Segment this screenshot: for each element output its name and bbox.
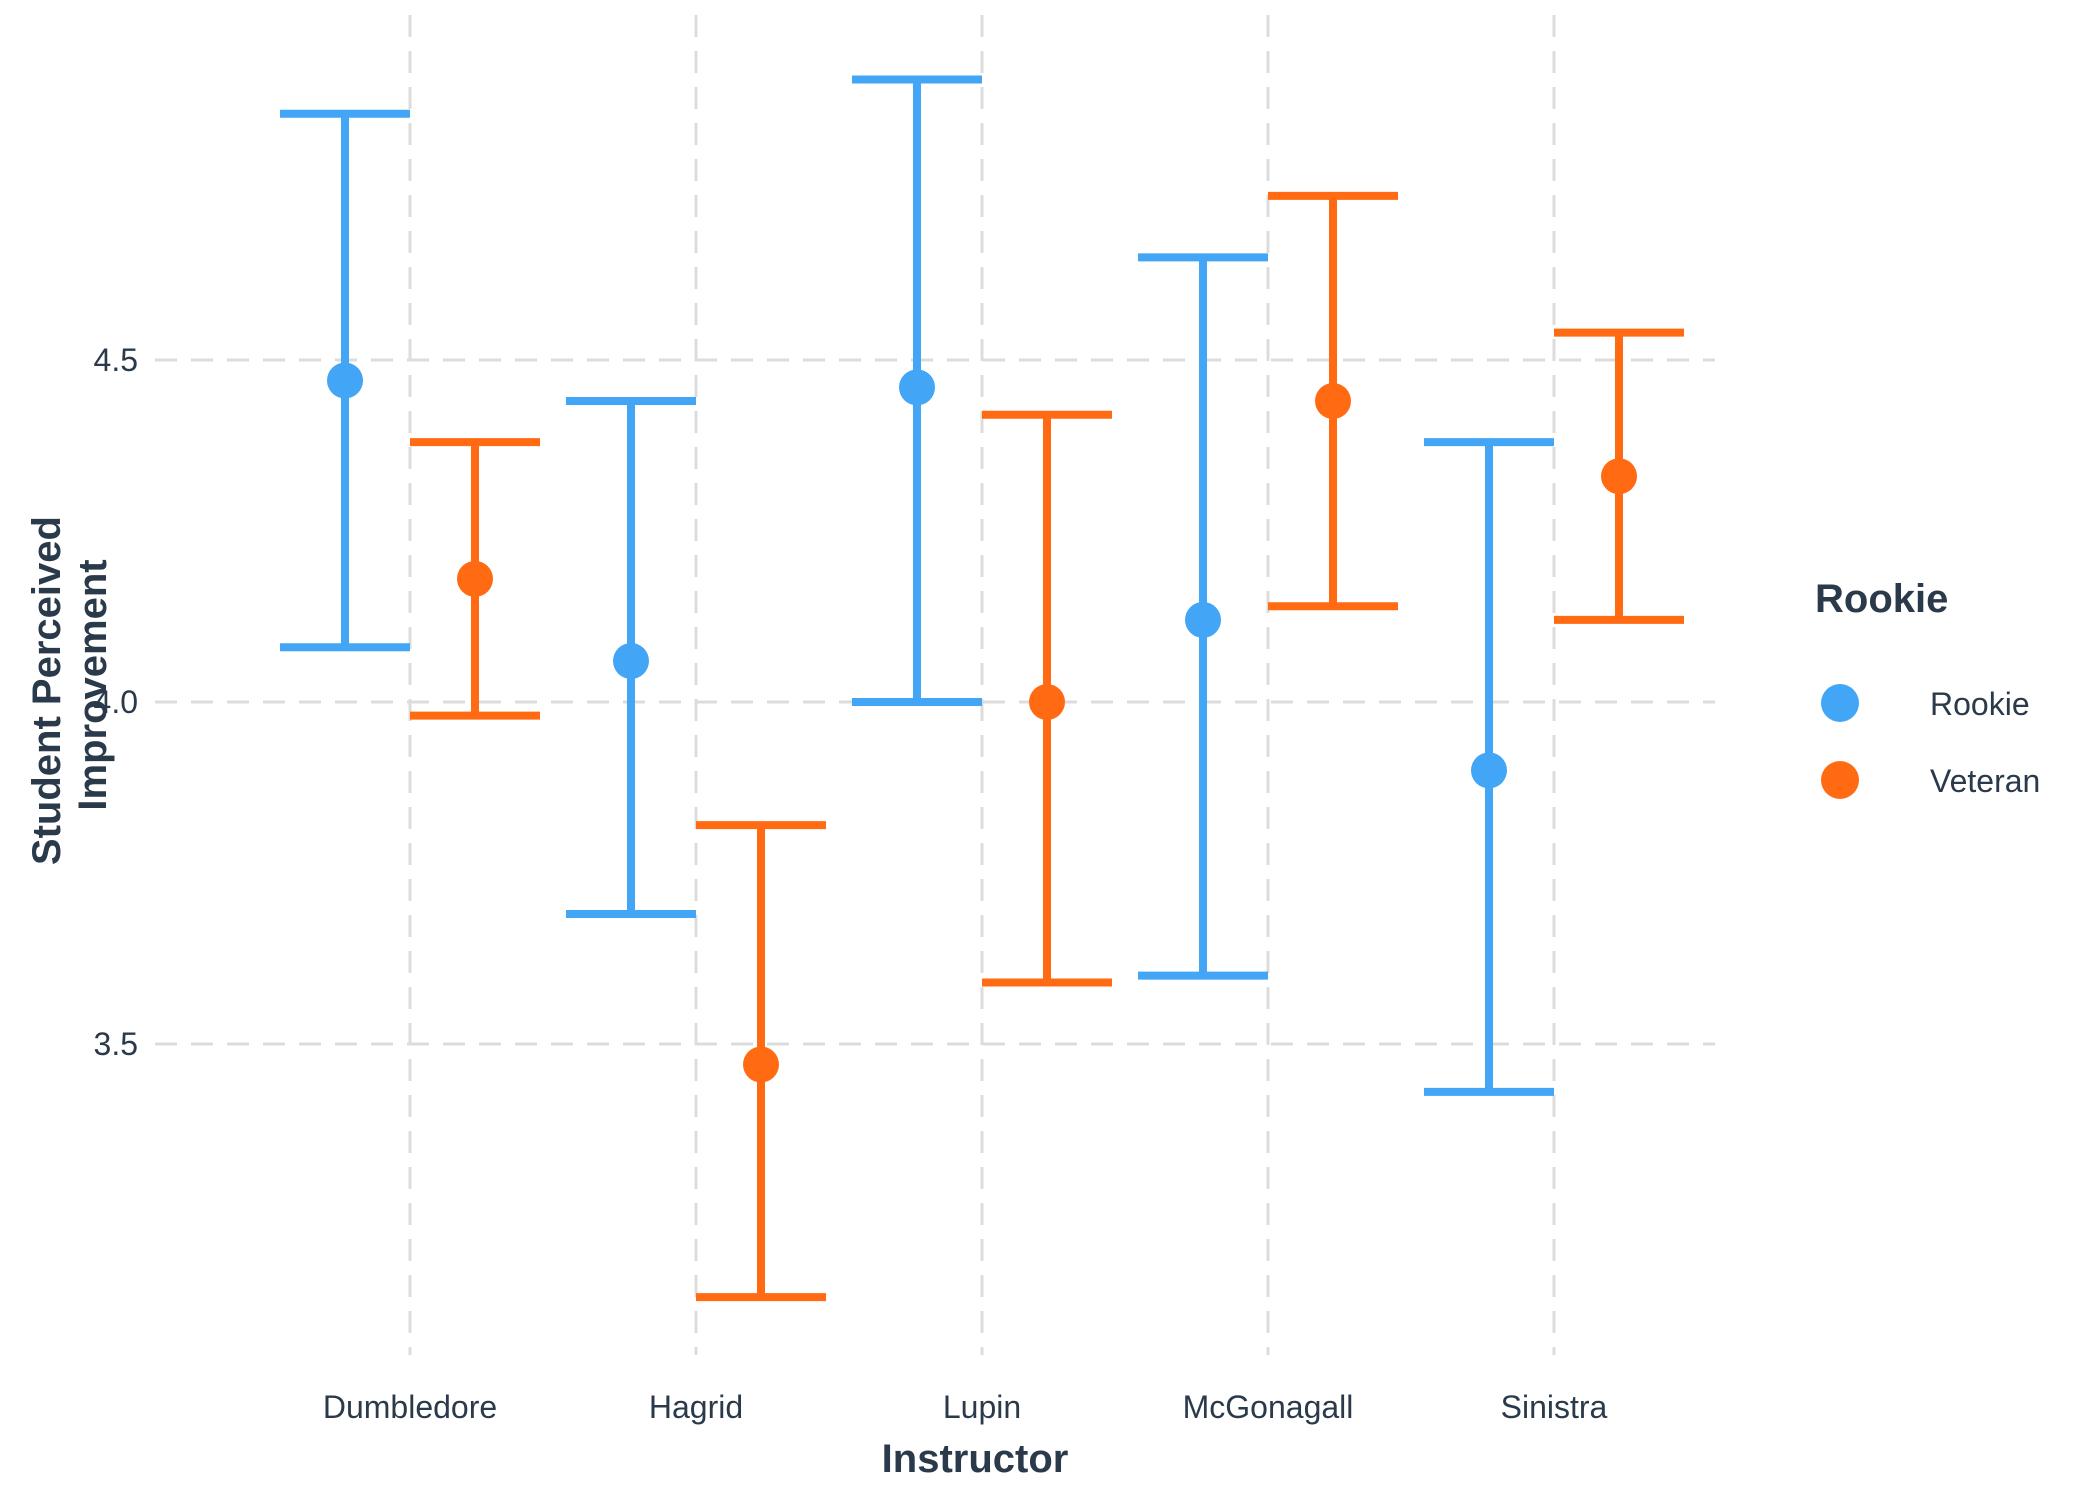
y-tick-label: 3.5 — [94, 1026, 138, 1062]
point-veteran-lupin — [1029, 684, 1065, 720]
x-axis-title: Instructor — [882, 1437, 1069, 1481]
y-axis-title: Student Perceived Improvement — [25, 505, 115, 865]
y-tick-label: 4.0 — [94, 684, 138, 720]
x-tick-label: Lupin — [943, 1389, 1021, 1425]
legend: Rookie Rookie Veteran — [1815, 577, 2040, 799]
point-rookie-mcgonagall — [1185, 601, 1221, 638]
x-axis-ticks: Dumbledore Hagrid Lupin McGonagall Sinistra — [323, 1389, 1608, 1425]
legend-title: Rookie — [1815, 577, 1948, 621]
x-tick-label: Sinistra — [1501, 1389, 1608, 1425]
point-rookie-lupin — [899, 369, 935, 406]
y-axis-title-line-1: Student Perceived — [25, 516, 69, 865]
x-tick-label: Hagrid — [649, 1389, 743, 1425]
grid — [155, 15, 1715, 1355]
point-rookie-hagrid — [613, 642, 649, 679]
plot-marks — [280, 75, 1684, 1302]
y-tick-label: 4.5 — [94, 342, 138, 378]
x-tick-label: Dumbledore — [323, 1389, 497, 1425]
point-veteran-dumbledore — [457, 560, 493, 597]
point-veteran-sinistra — [1601, 458, 1637, 495]
y-axis-ticks: 3.5 4.0 4.5 — [94, 342, 138, 1062]
point-rookie-dumbledore — [327, 362, 363, 399]
point-rookie-sinistra — [1471, 752, 1507, 789]
legend-swatch-veteran — [1821, 761, 1859, 799]
y-axis-title-line-2: Improvement — [71, 559, 115, 810]
legend-swatch-rookie — [1821, 684, 1859, 722]
legend-label-veteran: Veteran — [1930, 763, 2040, 799]
legend-label-rookie: Rookie — [1930, 686, 2030, 722]
x-tick-label: McGonagall — [1183, 1389, 1354, 1425]
point-veteran-hagrid — [743, 1046, 779, 1083]
point-veteran-mcgonagall — [1315, 383, 1351, 420]
